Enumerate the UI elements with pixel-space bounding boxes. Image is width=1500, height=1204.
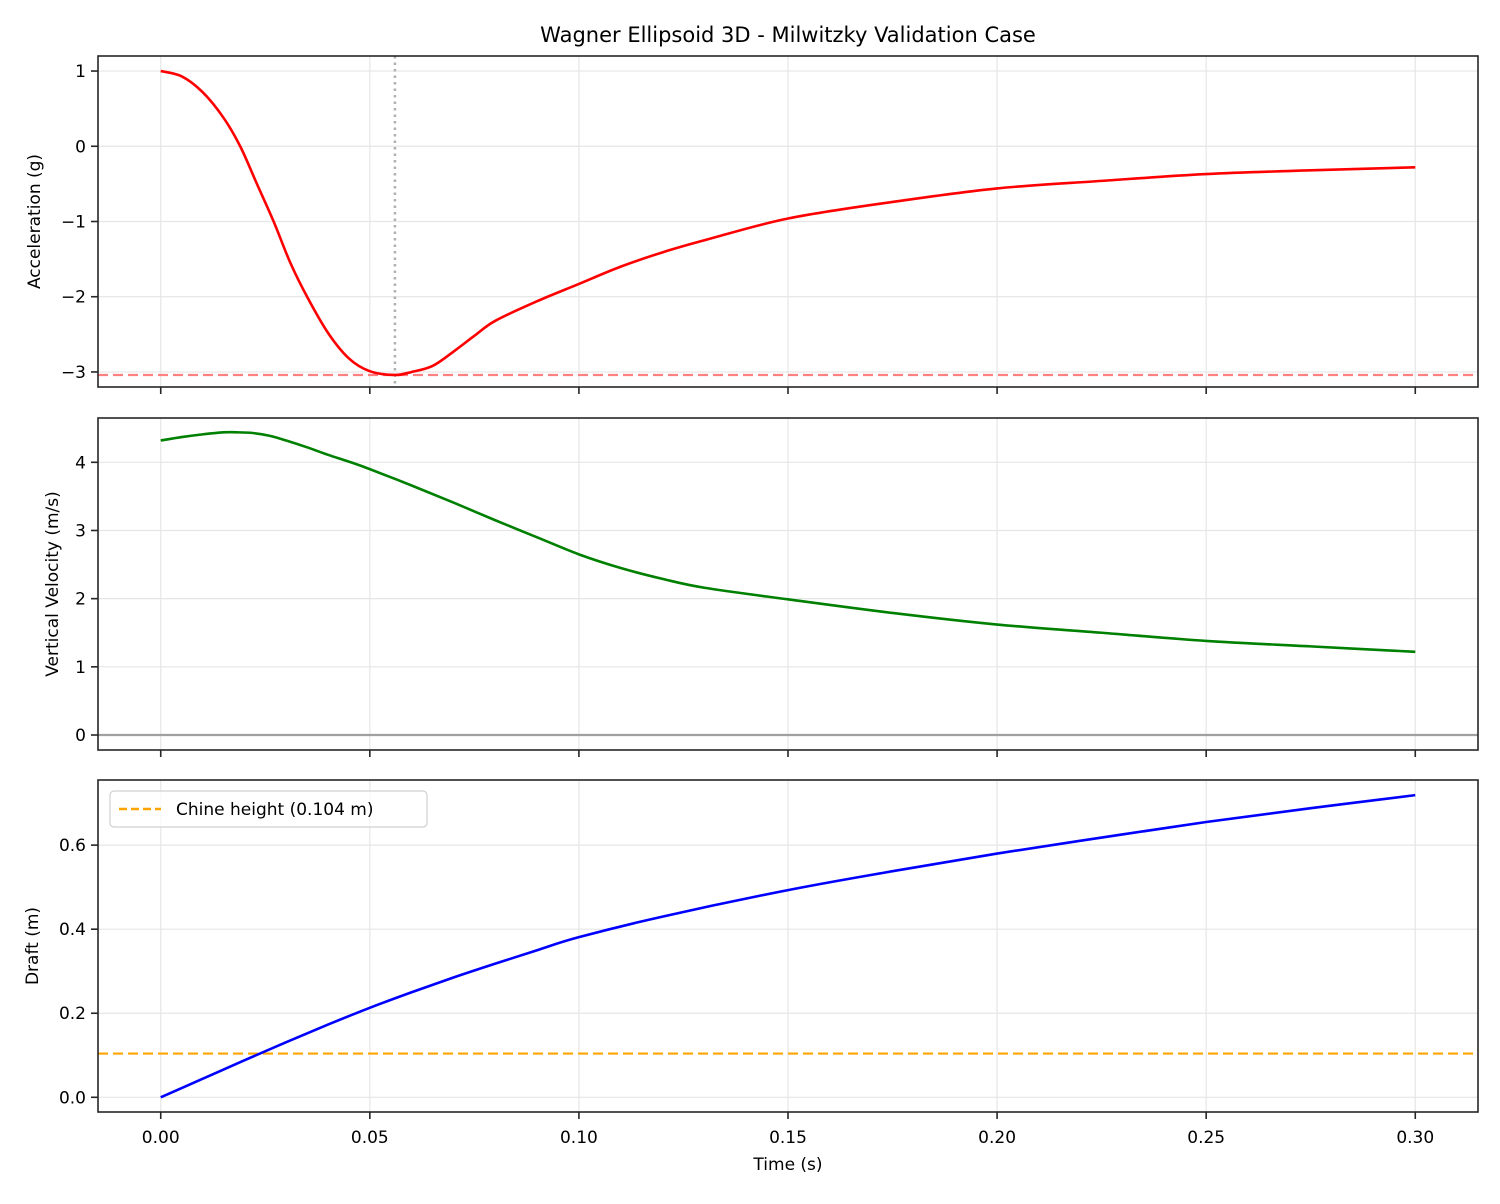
velocity-panel: 0 1 2 3 4 Vertical Velocity (m/s) <box>43 417 1479 757</box>
legend-label: Chine height (0.104 m) <box>176 800 374 820</box>
x-axis-label: Time (s) <box>752 1155 822 1175</box>
y-tick-label: −3 <box>61 363 86 383</box>
y-tick-label: 4 <box>75 453 86 473</box>
x-tick-label: 0.05 <box>351 1128 389 1148</box>
chart-title: Wagner Ellipsoid 3D - Milwitzky Validati… <box>540 23 1036 47</box>
y-axis-label: Draft (m) <box>23 907 43 985</box>
y-tick-label: 0.4 <box>59 920 86 940</box>
y-tick-label: 2 <box>75 590 86 610</box>
y-tick-label: 1 <box>75 658 86 678</box>
y-tick-label: 0 <box>75 726 86 746</box>
vertical-velocity-line <box>160 430 1416 654</box>
draft-line <box>160 793 1416 1099</box>
acceleration-line <box>160 69 1416 377</box>
y-tick-label: 0.2 <box>59 1004 86 1024</box>
y-axis-label: Acceleration (g) <box>25 154 45 289</box>
x-tick-label: 0.30 <box>1396 1128 1434 1148</box>
y-tick-label: 0 <box>75 137 86 157</box>
y-axis-label: Vertical Velocity (m/s) <box>43 491 63 677</box>
x-tick-label: 0.20 <box>978 1128 1016 1148</box>
y-tick-label: −1 <box>61 213 86 233</box>
grid-lines <box>98 780 1478 1112</box>
x-tick-label: 0.25 <box>1187 1128 1225 1148</box>
draft-panel: 0.00 0.05 0.10 0.15 0.20 0.25 0.30 0.0 0.2 0.4 0.6… <box>23 779 1479 1148</box>
x-tick-label: 0.00 <box>142 1128 180 1148</box>
grid-lines <box>98 56 1478 387</box>
acceleration-panel: 1 0 −1 −2 −3 Acceleration (g) <box>25 55 1479 394</box>
y-tick-label: −2 <box>61 288 86 308</box>
x-tick-label: 0.15 <box>769 1128 807 1148</box>
y-tick-label: 3 <box>75 521 86 541</box>
x-tick-label: 0.10 <box>560 1128 598 1148</box>
y-tick-label: 0.0 <box>59 1088 86 1108</box>
y-tick-label: 0.6 <box>59 836 86 856</box>
legend: Chine height (0.104 m) <box>109 790 428 828</box>
y-tick-label: 1 <box>75 62 86 82</box>
